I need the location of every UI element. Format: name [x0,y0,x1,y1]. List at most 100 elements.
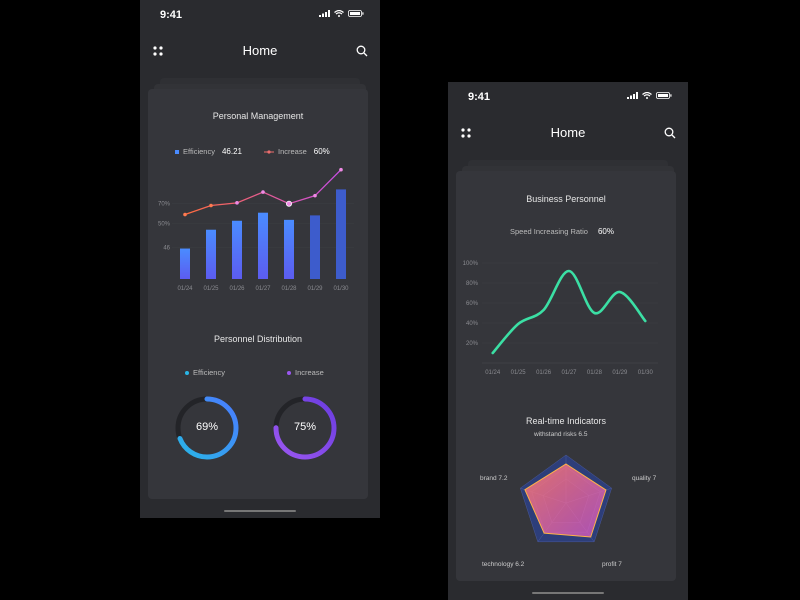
increase-legend: Increase 60% [264,147,330,156]
y-tick-label: 80% [466,281,479,287]
legend-dot-increase [287,370,291,375]
nav-bar: Home [140,36,380,66]
ratio-value: 60% [597,227,614,236]
page-title: Home [550,125,586,140]
signal-icon [319,10,330,17]
legend-efficiency-text: Efficiency [193,368,225,377]
x-tick-label: 01/28 [281,286,297,292]
y-tick-label: 40% [466,321,479,327]
line-point [209,203,213,208]
wifi-icon [642,92,652,99]
line-point [339,167,343,172]
legend-efficiency-value: 46.21 [221,147,242,156]
line-point [261,190,265,194]
bar [180,248,190,279]
signal-icon [627,92,638,99]
y-tick-label: 50% [158,221,171,227]
x-tick-label: 01/25 [511,370,527,376]
dashboard-card: Personal Management Efficiency 46.21 Inc… [148,89,368,499]
bar [336,189,346,279]
distribution-legend-increase: Increase [287,368,324,377]
y-tick-label: 20% [466,341,479,347]
y-tick-label: 70% [158,202,171,208]
home-indicator[interactable] [224,510,296,512]
bar [284,219,294,279]
x-tick-label: 01/29 [307,286,323,292]
battery-icon [656,92,672,99]
management-chart: 46 50% 70% 01/24 01/25 01/26 01/27 01/28 01/29 01… [158,167,354,292]
radar-axis-label: technology 6.2 [482,561,525,568]
grid-dots-icon[interactable] [153,46,163,56]
x-tick-label: 01/24 [177,286,193,292]
radar-axis-label: profit 7 [602,561,622,568]
radar-axis-label: quality 7 [632,475,657,482]
radar-svg [520,454,612,543]
status-bar: 9:41 [140,0,380,30]
battery-icon [348,10,364,17]
donut-increase-value: 75% [293,421,317,433]
radar-axis-label: withstand risks 6.5 [534,431,588,438]
legend-increase-text: Increase [295,368,324,377]
x-tick-label: 01/30 [638,370,654,376]
phone-screen-1: 9:41 Home Personal Management Efficiency… [140,0,380,518]
home-indicator[interactable] [532,592,604,594]
legend-dot-efficiency [185,370,189,375]
radar-axis-label: brand 7.2 [480,475,508,482]
donut-increase [273,396,337,460]
y-tick-label: 100% [463,261,479,267]
ratio-label: Speed Increasing Ratio [510,227,588,236]
status-icons [319,10,364,17]
search-icon[interactable] [664,127,676,139]
wifi-icon [334,10,344,17]
status-icons [627,92,672,99]
business-title: Business Personnel [526,194,606,204]
legend-efficiency-swatch [175,149,179,154]
legend-increase-label: Increase [278,147,307,156]
indicators-title: Real-time Indicators [525,416,607,426]
ratio-readout: Speed Increasing Ratio 60% [510,227,614,236]
x-tick-label: 01/29 [612,370,628,376]
line-point [285,200,292,207]
x-tick-label: 01/24 [485,370,501,376]
bar [232,220,242,279]
x-tick-label: 01/28 [587,370,603,376]
status-time: 9:41 [160,9,183,21]
donut-efficiency-value: 69% [195,421,219,433]
bar [310,215,320,279]
legend-increase-value: 60% [313,147,330,156]
distribution-title: Personnel Distribution [213,334,303,344]
x-tick-label: 01/30 [333,286,349,292]
x-tick-label: 01/26 [229,286,245,292]
nav-bar: Home [448,118,688,148]
donut-increase-arc [273,396,337,460]
grid-dots-icon[interactable] [461,128,471,138]
legend-increase-swatch [264,149,274,154]
status-bar: 9:41 [448,82,688,112]
page-title: Home [242,43,278,58]
y-tick-label: 60% [466,301,479,307]
x-tick-label: 01/27 [255,286,271,292]
dashboard-card: Business Personnel Speed Increasing Rati… [456,171,676,581]
search-icon[interactable] [356,45,368,57]
radar-value-shape [524,463,607,538]
business-chart: 20% 40% 60% 80% 100% 01/24 01/25 01/26 01/27 01/2… [463,261,658,376]
radar-chart: withstand risks 6.5 quality 7 profit 7 tech… [456,431,676,568]
line-point [183,212,187,217]
bar [206,229,216,279]
line-point [313,193,317,198]
management-title: Personal Management [212,111,304,121]
management-legend: Efficiency 46.21 [175,147,242,156]
x-tick-label: 01/27 [561,370,577,376]
donut-efficiency-arc [175,396,239,460]
y-tick-label: 46 [163,246,170,252]
legend-efficiency-label: Efficiency [183,147,215,156]
phone-screen-2: 9:41 Home Business Personnel Speed Incre… [448,82,688,600]
donut-efficiency [175,396,239,460]
speed-curve [491,269,647,355]
x-tick-label: 01/26 [536,370,552,376]
distribution-legend-efficiency: Efficiency [185,368,225,377]
x-tick-label: 01/25 [203,286,219,292]
line-point [235,201,239,205]
bar [258,212,268,279]
status-time: 9:41 [468,91,491,103]
